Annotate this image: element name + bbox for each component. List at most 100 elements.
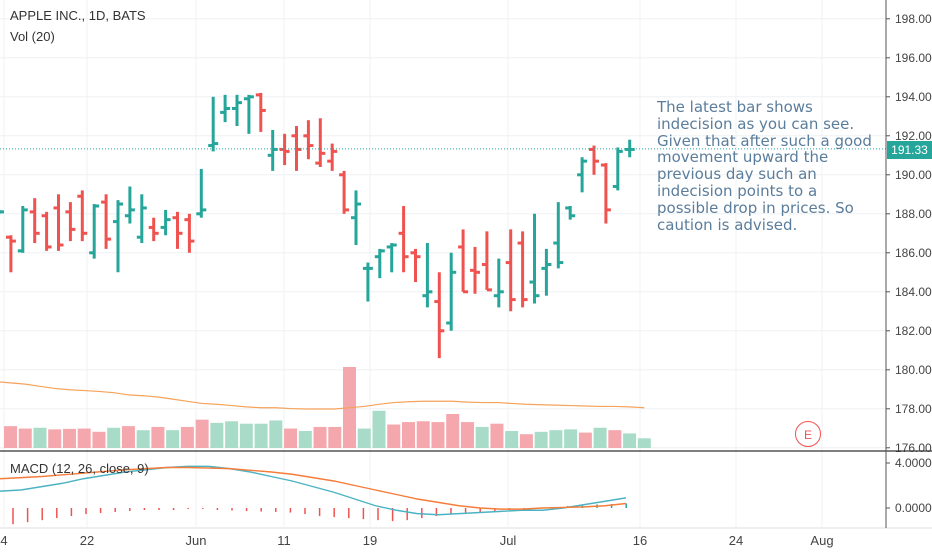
volume-bar xyxy=(593,427,607,448)
ohlc-bar xyxy=(493,258,504,308)
volume-bar xyxy=(107,427,121,448)
ohlc-bar xyxy=(41,211,52,251)
macd-tick-label: 4.0000 xyxy=(895,456,932,470)
ohlc-bar xyxy=(243,94,254,134)
ohlc-bar xyxy=(386,243,397,273)
volume-bar xyxy=(284,428,298,448)
macd-legend[interactable]: MACD (12, 26, close, 9) xyxy=(10,461,149,476)
volume-bar xyxy=(534,431,548,448)
ohlc-bar xyxy=(53,194,64,251)
volume-legend[interactable]: Vol (20) xyxy=(10,29,55,44)
volume-bar xyxy=(505,430,519,448)
y-tick-label: 194.00 xyxy=(895,90,932,104)
ohlc-bar xyxy=(279,133,290,166)
volume-bar xyxy=(166,430,180,448)
y-tick-label: 184.00 xyxy=(895,285,932,299)
volume-bar xyxy=(313,426,327,448)
volume-bar xyxy=(578,432,592,448)
x-tick-label: Aug xyxy=(810,533,833,548)
y-tick-label: 182.00 xyxy=(895,324,932,338)
volume-bar xyxy=(623,433,637,448)
ohlc-bar xyxy=(351,190,361,245)
annotation-note[interactable]: The latest bar shows indecision as you c… xyxy=(657,98,872,234)
volume-bar xyxy=(460,422,474,448)
ohlc-bar xyxy=(529,213,540,304)
x-tick-label: 16 xyxy=(633,533,647,548)
volume-bar xyxy=(121,426,135,448)
y-tick-label: 176.00 xyxy=(895,441,932,455)
ohlc-bar xyxy=(77,190,88,242)
ohlc-bar xyxy=(291,126,302,171)
ohlc-bar xyxy=(220,94,231,123)
x-tick-label: Jul xyxy=(500,533,517,548)
ohlc-bar xyxy=(374,248,385,279)
ohlc-bar xyxy=(577,157,588,193)
macd-pane xyxy=(0,465,627,525)
volume-bar xyxy=(239,423,253,448)
ohlc-bar xyxy=(29,198,40,244)
ohlc-bar xyxy=(624,139,635,158)
ohlc-bar xyxy=(553,202,564,269)
volume-bar xyxy=(33,427,47,448)
macd-tick-label: 0.0000 xyxy=(895,501,932,515)
ohlc-bar xyxy=(160,209,171,236)
volume-bar xyxy=(92,431,106,448)
ohlc-bar xyxy=(422,243,433,308)
macd-line xyxy=(0,465,627,516)
y-tick-label: 198.00 xyxy=(895,12,932,26)
ohlc-bar xyxy=(589,145,599,175)
ohlc-bar xyxy=(470,246,480,294)
y-tick-label: 188.00 xyxy=(895,207,932,221)
ohlc-bar xyxy=(89,204,100,259)
volume-bar xyxy=(269,420,283,448)
ohlc-bar xyxy=(5,235,16,273)
ohlc-bar xyxy=(113,200,123,273)
symbol-title[interactable]: APPLE INC., 1D, BATS xyxy=(10,8,146,23)
volume-bar xyxy=(446,413,460,448)
ohlc-bar xyxy=(17,206,28,253)
last-price-label: 191.33 xyxy=(887,141,932,159)
ohlc-bar xyxy=(505,229,516,312)
volume-bar xyxy=(475,426,489,448)
volume-bar xyxy=(490,423,504,448)
ohlc-bar xyxy=(565,206,576,220)
x-tick-label: 24 xyxy=(729,533,743,548)
price-pane xyxy=(0,92,886,359)
ohlc-bar xyxy=(481,231,492,292)
earnings-badge[interactable]: E xyxy=(795,421,821,447)
volume-bar xyxy=(136,430,150,448)
volume-bar xyxy=(549,430,563,448)
volume-bar xyxy=(18,428,32,448)
ohlc-bar xyxy=(600,163,611,224)
volume-bar xyxy=(48,429,62,448)
volume-bar xyxy=(519,434,533,448)
volume-pane xyxy=(0,367,651,448)
volume-bar xyxy=(4,426,17,448)
volume-ma-line xyxy=(0,381,645,410)
ohlc-bar xyxy=(255,92,266,132)
ohlc-bar xyxy=(0,209,4,214)
volume-bar xyxy=(637,438,651,448)
signal-line xyxy=(0,466,627,510)
ohlc-bar xyxy=(101,194,112,249)
volume-bar xyxy=(387,424,401,448)
volume-bar xyxy=(210,422,224,448)
ohlc-bar xyxy=(612,147,623,191)
ohlc-bar xyxy=(541,248,552,296)
ohlc-bar xyxy=(458,229,469,294)
volume-bar xyxy=(564,429,578,448)
volume-bar xyxy=(357,428,371,448)
volume-bar xyxy=(298,430,312,448)
y-tick-label: 192.00 xyxy=(895,129,932,143)
x-tick-label: 19 xyxy=(363,533,377,548)
ohlc-bar xyxy=(208,96,219,152)
volume-bar xyxy=(77,428,91,448)
y-tick-label: 186.00 xyxy=(895,246,932,260)
ohlc-bar xyxy=(267,129,278,171)
ohlc-bar xyxy=(172,211,183,249)
ohlc-bar xyxy=(65,202,76,242)
volume-bar xyxy=(416,421,430,448)
